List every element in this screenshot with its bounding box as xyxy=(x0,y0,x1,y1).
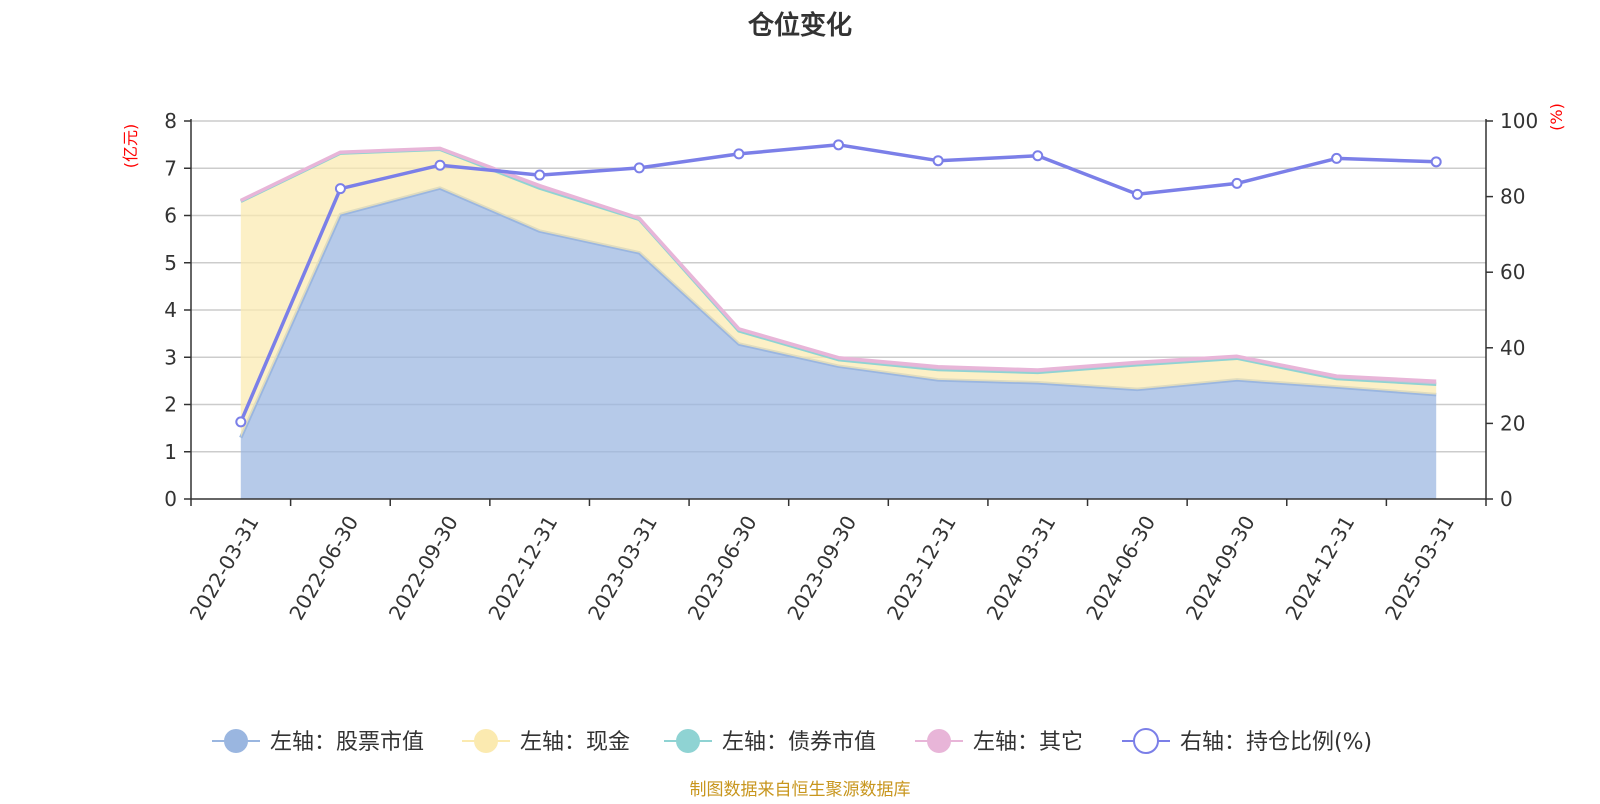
legend-label: 左轴：债券市值 xyxy=(722,730,876,755)
x-tick-label: 2023-06-30 xyxy=(683,512,762,625)
line-point xyxy=(1430,156,1442,168)
data-source-note: 制图数据来自恒生聚源数据库 xyxy=(690,780,911,800)
right-tick-label: 80 xyxy=(1500,185,1525,209)
line-point xyxy=(434,159,446,171)
line-point xyxy=(235,416,247,428)
left-tick-label: 0 xyxy=(164,487,177,511)
legend-label: 右轴：持仓比例(%) xyxy=(1180,730,1372,755)
x-tick-label: 2024-09-30 xyxy=(1181,512,1260,625)
x-tick-label: 2024-03-31 xyxy=(982,512,1061,625)
legend-swatch-marker xyxy=(676,729,700,753)
line-point xyxy=(1032,150,1044,162)
x-tick-label: 2022-12-31 xyxy=(483,512,562,625)
right-tick-label: 40 xyxy=(1500,336,1525,360)
line-point xyxy=(1231,177,1243,189)
legend-swatch-marker xyxy=(927,729,951,753)
left-tick-label: 7 xyxy=(164,156,177,180)
left-tick-label: 1 xyxy=(164,440,177,464)
line-point xyxy=(1131,188,1143,200)
chart-title: 仓位变化 xyxy=(747,10,852,41)
line-series xyxy=(235,139,1442,428)
line-point xyxy=(932,155,944,167)
x-tick-label: 2025-03-31 xyxy=(1380,512,1459,625)
area-左轴：股票市值 xyxy=(240,188,1437,499)
area-series xyxy=(239,146,1437,499)
legend-swatch-marker xyxy=(1133,728,1159,754)
area-edge-左轴：其它 xyxy=(240,146,1437,384)
x-tick-label: 2023-12-31 xyxy=(882,512,961,625)
line-point xyxy=(334,183,346,195)
right-tick-label: 100 xyxy=(1500,109,1538,133)
right-axis-unit: (%) xyxy=(1547,103,1566,131)
x-tick-label: 2024-06-30 xyxy=(1081,512,1160,625)
line-point xyxy=(534,169,546,181)
line-point xyxy=(833,139,844,151)
x-tick-label: 2022-03-31 xyxy=(185,512,264,625)
legend-label: 左轴：股票市值 xyxy=(270,730,424,755)
right-tick-label: 20 xyxy=(1500,411,1525,435)
line-point xyxy=(733,148,745,160)
legend-swatch-marker xyxy=(474,729,498,753)
x-tick-label: 2024-12-31 xyxy=(1280,512,1359,625)
legend-label: 左轴：其它 xyxy=(973,730,1083,755)
left-tick-label: 6 xyxy=(164,204,177,228)
left-tick-label: 5 xyxy=(164,251,177,275)
legend: 左轴：股票市值 左轴：现金 左轴：债券市值 左轴：其它 右轴：持仓比例(%) xyxy=(212,728,1372,755)
line-point xyxy=(633,162,645,174)
x-tick-label: 2022-09-30 xyxy=(384,512,463,625)
left-tick-label: 8 xyxy=(164,109,177,133)
x-tick-label: 2023-03-31 xyxy=(583,512,662,625)
legend-label: 左轴：现金 xyxy=(520,730,630,755)
x-tick-label: 2022-06-30 xyxy=(284,512,363,625)
right-tick-label: 0 xyxy=(1500,487,1513,511)
left-tick-label: 3 xyxy=(164,345,177,369)
left-tick-label: 2 xyxy=(164,393,177,417)
legend-swatch-marker xyxy=(224,729,248,753)
x-tick-label: 2023-09-30 xyxy=(782,512,861,625)
right-tick-label: 60 xyxy=(1500,260,1525,284)
left-axis-unit: (亿元) xyxy=(121,124,140,169)
left-tick-label: 4 xyxy=(164,298,177,322)
line-point xyxy=(1331,152,1343,164)
